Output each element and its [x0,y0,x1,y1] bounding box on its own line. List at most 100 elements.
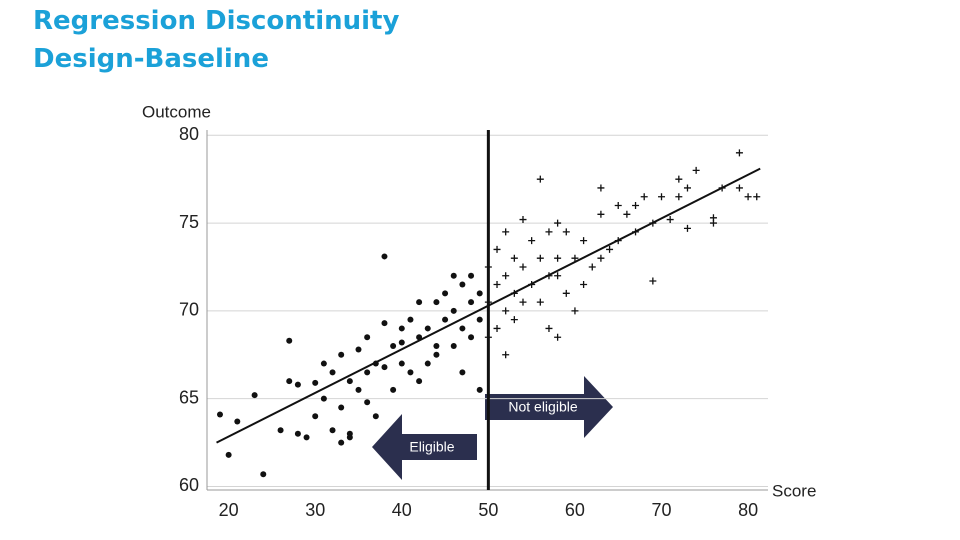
point [329,369,336,376]
point [450,343,457,349]
point [277,427,284,434]
point [416,299,423,306]
y-tick-label: 80 [179,124,199,144]
point [286,337,293,344]
point [459,369,466,376]
arrow-left [372,414,477,480]
point [597,254,605,262]
point [390,386,397,393]
point [493,324,501,332]
point [381,320,388,327]
point [398,339,405,346]
point [294,430,301,437]
point [536,175,544,183]
point [571,307,579,315]
point [580,237,588,245]
point [519,263,527,271]
point [528,237,536,245]
point [346,434,353,441]
point [554,333,562,341]
point [338,351,345,358]
point [355,386,362,393]
point [709,214,717,222]
point [416,378,423,385]
point [675,193,683,201]
point [536,254,544,262]
y-axis-label: Outcome [142,102,211,121]
point [338,439,345,446]
point [338,404,345,411]
point [545,228,553,236]
point [554,272,562,280]
point [433,299,440,306]
point [476,290,483,297]
point [476,386,483,393]
point [493,281,501,289]
point [502,351,510,359]
point [640,193,648,201]
annotation: Not eligible [508,399,577,415]
point [683,184,691,192]
point [442,290,449,297]
point [536,298,544,306]
point [251,392,258,399]
point [519,216,527,224]
point [364,334,371,341]
point [588,263,596,271]
point [390,343,397,349]
point [234,418,241,425]
point [632,202,640,210]
x-tick-label: 70 [651,500,671,520]
slide-title: Regression Discontinuity Design-Baseline [33,6,400,74]
point [649,277,657,285]
point [424,325,431,332]
point [597,210,605,218]
x-tick-label: 60 [565,500,585,520]
point [303,434,310,441]
x-axis-label: Score [772,481,816,500]
point [735,149,743,157]
point [398,325,405,332]
x-tick-label: 20 [219,500,239,520]
point [320,395,327,402]
point [502,228,510,236]
point [476,316,483,323]
x-tick-label: 30 [305,500,325,520]
point [502,307,510,315]
point [554,254,562,262]
point [424,360,431,367]
point [468,299,475,306]
point [407,316,414,323]
point [666,216,674,224]
x-tick-label: 80 [738,500,758,520]
point [450,272,457,279]
point [407,369,414,376]
point [502,272,510,280]
point [450,307,457,314]
point [554,219,562,227]
point [658,193,666,201]
point [260,471,267,478]
point [398,360,405,367]
point [692,166,700,174]
point [606,245,614,253]
point [545,324,553,332]
y-tick-label: 65 [179,387,199,407]
point [346,378,353,385]
point [735,184,743,192]
point [433,343,440,349]
point [372,413,379,420]
x-tick-label: 50 [478,500,498,520]
point [683,224,691,232]
point [519,298,527,306]
point [381,253,388,260]
point [562,289,570,297]
x-tick-label: 40 [392,500,412,520]
point [442,316,449,323]
point [468,272,475,279]
point [364,399,371,406]
point [510,254,518,262]
y-tick-label: 75 [179,212,199,232]
